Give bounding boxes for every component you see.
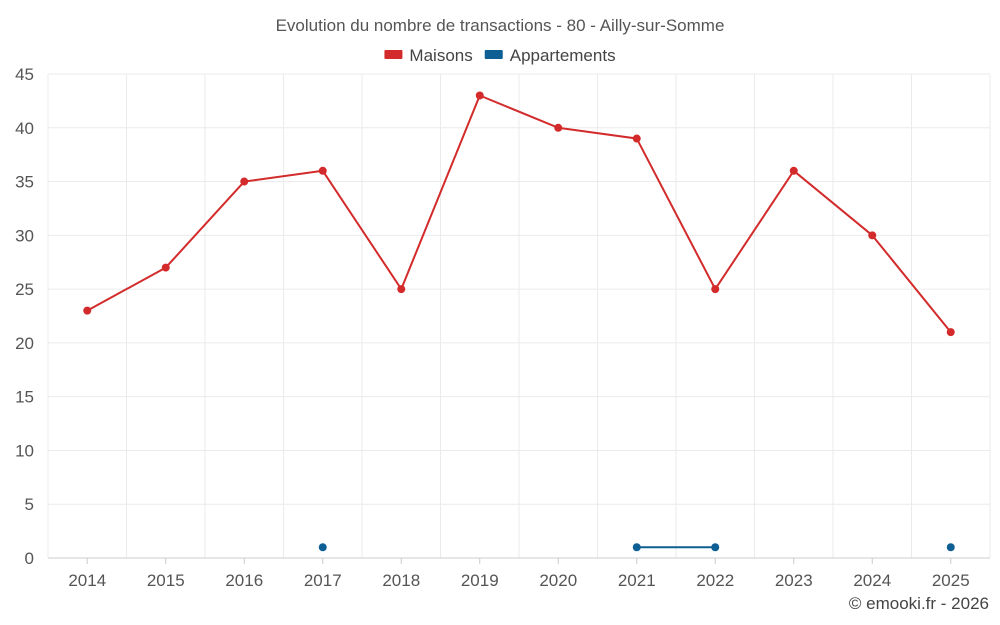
y-tick-label: 25: [15, 280, 34, 299]
y-tick-label: 15: [15, 388, 34, 407]
data-point-maisons: [397, 285, 406, 294]
x-tick-label: 2019: [461, 571, 499, 590]
data-point-maisons: [868, 231, 877, 240]
x-tick-label: 2025: [932, 571, 970, 590]
chart-title: Evolution du nombre de transactions - 80…: [276, 16, 725, 35]
series-layer: [83, 91, 955, 552]
data-point-maisons: [946, 328, 955, 337]
data-point-maisons: [554, 123, 563, 132]
vertical-gridlines: [47, 74, 991, 558]
legend-swatch: [384, 50, 403, 59]
data-point-maisons: [632, 134, 641, 143]
data-point-maisons: [789, 166, 798, 175]
x-tick-label: 2014: [68, 571, 106, 590]
data-point-appartements: [711, 543, 720, 552]
data-point-maisons: [83, 306, 92, 315]
credit-text: © emooki.fr - 2026: [849, 594, 989, 613]
y-tick-label: 35: [15, 173, 34, 192]
x-tick-label: 2022: [696, 571, 734, 590]
data-point-appartements: [632, 543, 641, 552]
data-point-appartements: [318, 543, 327, 552]
data-point-maisons: [318, 166, 327, 175]
series-maisons: [83, 91, 955, 337]
data-point-maisons: [240, 177, 249, 186]
y-tick-label: 5: [25, 495, 34, 514]
y-tick-label: 30: [15, 226, 34, 245]
legend-label: Maisons: [409, 46, 472, 65]
data-point-maisons: [161, 263, 170, 272]
x-tick-label: 2023: [775, 571, 813, 590]
data-point-maisons: [475, 91, 484, 100]
series-line-maisons: [86, 94, 952, 333]
legend-swatch: [484, 50, 503, 59]
y-tick-label: 10: [15, 441, 34, 460]
legend-item-maisons: Maisons: [384, 46, 473, 65]
legend: Maisons Appartements: [384, 46, 616, 65]
y-tick-label: 0: [25, 549, 34, 568]
x-tick-label: 2024: [853, 571, 891, 590]
x-tick-label: 2016: [225, 571, 263, 590]
legend-item-appartements: Appartements: [484, 46, 616, 65]
y-tick-label: 40: [15, 119, 34, 138]
data-point-maisons: [711, 285, 720, 294]
legend-label: Appartements: [510, 46, 616, 65]
y-tick-label: 20: [15, 334, 34, 353]
x-tick-label: 2018: [382, 571, 420, 590]
series-appartements: [318, 543, 955, 552]
y-axis-ticks: 0 5 10 15 20 25 30 35 40 45: [15, 65, 34, 568]
data-point-appartements: [946, 543, 955, 552]
x-axis-ticks: 2014 2015 2016 2017 2018 2019 2020 2021 2022 2023…: [68, 558, 970, 590]
x-tick-label: 2020: [539, 571, 577, 590]
x-tick-label: 2021: [618, 571, 656, 590]
y-tick-label: 45: [15, 65, 34, 84]
horizontal-gridlines: [48, 73, 990, 505]
x-tick-label: 2017: [304, 571, 342, 590]
x-tick-label: 2015: [147, 571, 185, 590]
